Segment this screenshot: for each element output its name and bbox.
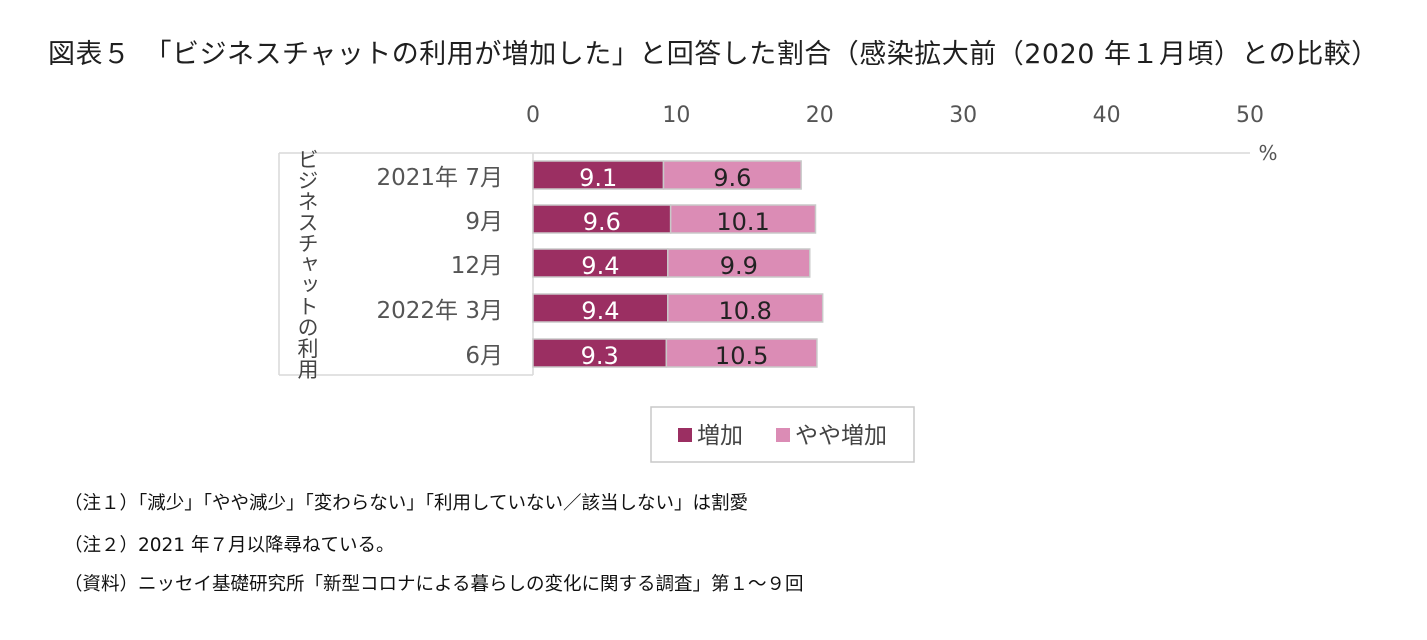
data-label: 10.8 (719, 297, 772, 325)
category-group: ビジネスチャットの利用 2021年 7月 9月 12月 2022年 3月 6月 (278, 149, 534, 380)
category-label: 2021年 7月 (377, 165, 503, 191)
category-label: 6月 (465, 343, 503, 369)
data-label: 10.5 (715, 342, 768, 370)
data-label: 9.4 (581, 252, 619, 280)
x-axis-unit: % (1258, 141, 1277, 165)
legend-label: 増加 (697, 423, 743, 449)
bar-slight-increase (669, 204, 817, 234)
bar-slight-increase (667, 248, 811, 278)
legend-swatch-slight-increase (776, 428, 790, 442)
data-label: 9.4 (581, 297, 619, 325)
bar-slight-increase (665, 338, 818, 368)
data-label: 9.3 (581, 342, 619, 370)
bar-increase (532, 293, 669, 323)
bar-increase (532, 338, 668, 368)
data-label: 9.6 (583, 208, 621, 236)
stacked-bar-chart: 0 10 20 30 40 50% ビジネスチャットの利用 2021年 7月 9月 12月 202… (278, 103, 1278, 463)
group-label: ビジネスチャットの利用 (295, 149, 319, 380)
note-1: （注１）「減少」「やや減少」「変わらない」「利用していない／該当しない」は割愛 (64, 493, 748, 514)
legend: 増加 やや増加 (650, 406, 915, 463)
data-label: 9.9 (720, 252, 758, 280)
data-label: 9.6 (713, 164, 751, 192)
data-label: 10.1 (716, 208, 769, 236)
category-label: 9月 (465, 209, 503, 235)
x-tick-label: 30 (949, 103, 977, 128)
x-tick-label: 0 (526, 103, 540, 128)
chart-title: 図表５ 「ビジネスチャットの利用が増加した」と回答した割合（感染拡大前（2020… (48, 39, 1379, 70)
bar-slight-increase (662, 160, 802, 190)
x-tick-label: 20 (806, 103, 834, 128)
note-3: （資料）ニッセイ基礎研究所「新型コロナによる暮らしの変化に関する調査」第１～９回 (64, 574, 804, 595)
x-axis: 0 10 20 30 40 50% (526, 103, 1278, 165)
legend-swatch-increase (678, 428, 692, 442)
x-tick-label: 40 (1093, 103, 1121, 128)
data-label: 9.1 (579, 164, 617, 192)
bars: 9.1 9.6 9.6 10.1 9.4 9.9 9.4 10.8 9.3 10.5 (532, 160, 824, 370)
bar-increase (532, 160, 665, 190)
x-tick-label: 50 (1236, 103, 1264, 128)
category-label: 2022年 3月 (377, 298, 503, 324)
note-2: （注２）2021 年７月以降尋ねている。 (64, 535, 395, 556)
bar-slight-increase (667, 293, 824, 323)
category-label: 12月 (451, 253, 503, 279)
x-tick-label: 10 (662, 103, 690, 128)
legend-label: やや増加 (795, 423, 887, 449)
